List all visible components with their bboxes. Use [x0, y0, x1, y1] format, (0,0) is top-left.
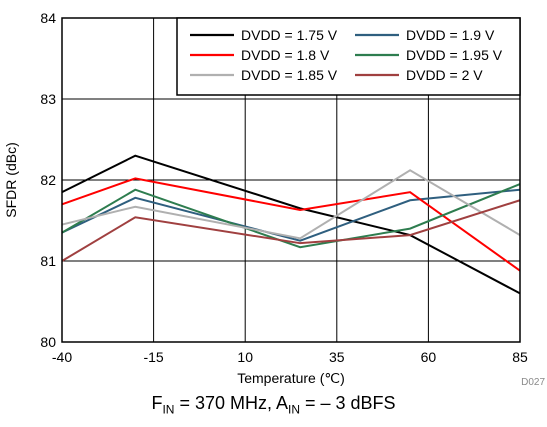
caption-amplitude: = – 3 dBFS [300, 393, 396, 413]
legend-label: DVDD = 1.8 V [241, 47, 330, 63]
series-line [61, 169, 521, 240]
caption-frequency: = 370 MHz, A [174, 393, 288, 413]
series-lines [61, 154, 521, 295]
series-line [61, 154, 521, 295]
legend: DVDD = 1.75 V DVDD = 1.9 V DVDD = 1.8 V DVD… [176, 17, 521, 96]
caption-a-subscript: IN [288, 402, 300, 417]
caption-f: F [151, 393, 163, 413]
series-line [61, 188, 521, 242]
y-tick-label: 83 [40, 91, 56, 107]
x-tick-label: 35 [329, 349, 345, 365]
y-tick-label: 80 [40, 334, 56, 350]
series-line [61, 183, 521, 249]
series-line [61, 199, 521, 262]
legend-label: DVDD = 1.95 V [406, 47, 503, 63]
legend-box [176, 17, 521, 96]
caption-f-subscript: IN [162, 402, 175, 417]
y-axis-title: SFDR (dBc) [3, 142, 19, 217]
y-tick-label: 82 [40, 172, 56, 188]
chart-caption: FIN = 370 MHz, AIN = – 3 dBFS [0, 393, 547, 417]
x-tick-label: -15 [143, 349, 163, 365]
x-tick-label: 85 [512, 349, 528, 365]
y-tick-label: 84 [40, 10, 56, 26]
x-tick-label: -40 [52, 349, 72, 365]
series-line [61, 177, 521, 272]
x-tick-label: 60 [421, 349, 437, 365]
y-tick-label: 81 [40, 253, 56, 269]
legend-label: DVDD = 2 V [406, 67, 483, 83]
legend-label: DVDD = 1.85 V [241, 67, 338, 83]
legend-label: DVDD = 1.9 V [406, 27, 495, 43]
legend-label: DVDD = 1.75 V [241, 27, 338, 43]
x-tick-label: 10 [237, 349, 253, 365]
x-axis-title: Temperature (℃) [237, 370, 345, 386]
figure-code: D027 [521, 377, 545, 388]
tick-labels: -40 -15 10 35 60 85 80 81 82 83 84 [40, 10, 528, 365]
